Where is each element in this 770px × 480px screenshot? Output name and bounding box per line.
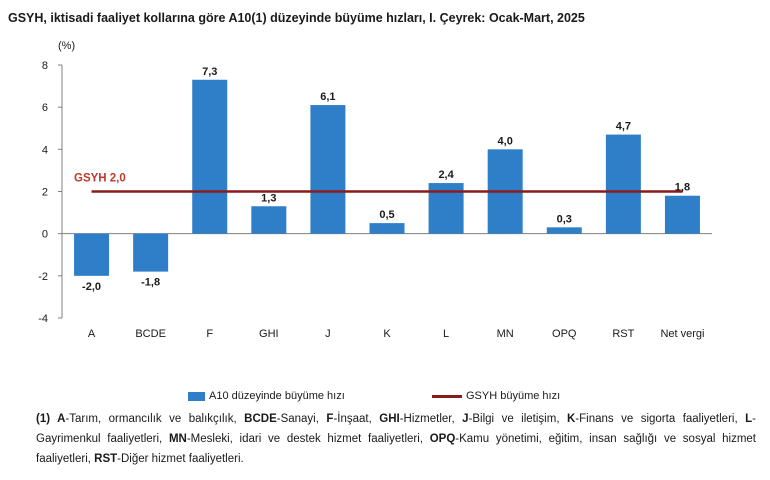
bar-opq [546,227,582,234]
footnote-text: -Mesleki, idari ve destek hizmet faaliye… [186,433,430,445]
footnote-code: RST [94,453,118,465]
x-tick-label: Net vergi [660,328,704,340]
footnote-code: OPQ [429,433,456,445]
legend-line-label: GSYH büyüme hızı [466,390,561,402]
y-tick-label: 2 [42,187,48,199]
y-tick-label: 6 [42,102,48,114]
legend-bar-label: A10 düzeyinde büyüme hızı [209,390,345,402]
y-tick-label: 0 [42,229,48,241]
data-label: -1,8 [141,277,160,289]
x-tick-label: RST [612,328,634,340]
data-label: 0,3 [557,213,572,225]
bar-bcde [133,233,169,272]
x-tick-label: GHI [259,328,279,340]
x-tick-label: L [443,328,449,340]
footnote-text: -Gayrimenkul faaliyetleri, [36,413,756,445]
bar-a [74,233,110,276]
bar-ghi [251,206,287,234]
legend-item-bars: A10 düzeyinde büyüme hızı [188,390,345,402]
bar-net-vergi [664,195,700,234]
bar-f [192,79,228,234]
data-label: 7,3 [202,66,217,78]
legend-bar-swatch [188,391,205,401]
footnote-text: -Kamu yönetimi, eğitim, insan sağlığı ve… [36,433,756,465]
chart-title: GSYH, iktisadi faaliyet kollarına göre A… [8,11,585,25]
footnote-text: -Bilgi ve iletişim, [468,413,567,425]
footnote-code: J [462,413,469,425]
footnote-text: -Hizmetler, [399,413,463,425]
data-label: 0,5 [379,209,394,221]
x-tick-label: A [88,328,96,340]
bar-rst [605,134,641,234]
footnote-code: BCDE [244,413,277,425]
footnote-marker: (1) [36,413,58,425]
y-tick-label: 8 [42,60,48,72]
y-tick-label: -4 [38,313,48,325]
bar-j [310,105,346,234]
bar-k [369,223,405,234]
footnote-text: -Diğer hizmet faaliyetleri. [117,453,244,465]
legend: A10 düzeyinde büyüme hızı GSYH büyüme hı… [188,390,608,406]
x-tick-label: BCDE [135,328,166,340]
bar-chart: -4 -2 0 2 4 6 8 -2,0 A -1,8 BCDE 7,3 F 1,3 GHI 6,1 J 0,5 K… [38,60,712,340]
footnote-code: F [326,413,334,425]
x-tick-label: MN [497,328,514,340]
footnote-text: -Finans ve sigorta faaliyetleri, [575,413,746,425]
x-tick-label: F [206,328,213,340]
legend-item-line: GSYH büyüme hızı [432,390,560,402]
y-tick-label: -2 [38,271,48,283]
data-label: 4,7 [616,121,631,133]
data-label: -2,0 [82,281,101,293]
data-label: 6,1 [320,91,335,103]
x-tick-label: J [325,328,331,340]
y-axis-unit: (%) [58,40,76,52]
footnote: (1) A-Tarım, ormancılık ve balıkçılık, B… [36,409,756,469]
gsyh-reference-label: GSYH 2,0 [74,173,126,185]
footnote-code: GHI [379,413,400,425]
y-tick-label: 4 [42,144,48,156]
data-label: 1,3 [261,192,276,204]
data-label: 4,0 [498,135,513,147]
legend-line-swatch [432,394,462,398]
footnote-code: MN [168,433,187,445]
x-tick-label: OPQ [552,328,577,340]
data-label: 2,4 [438,169,454,181]
footnote-text: -Tarım, ormancılık ve balıkçılık, [65,413,245,425]
footnote-code: L [745,413,753,425]
x-tick-label: K [383,328,391,340]
footnote-text: -İnşaat, [333,413,380,425]
footnote-text: -Sanayi, [276,413,327,425]
footnote-code: A [57,413,66,425]
footnote-code: K [566,413,576,425]
